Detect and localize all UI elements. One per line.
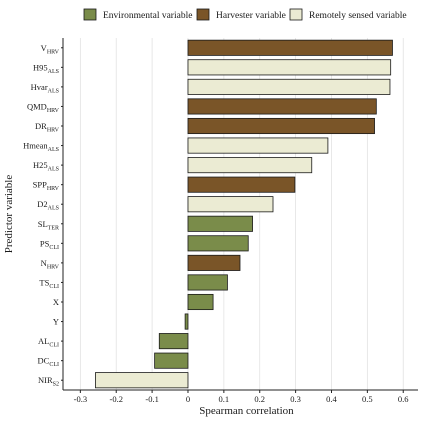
y-tick-label-hvar-als: HvarALS — [31, 82, 59, 95]
bar-d2-als — [187, 196, 274, 213]
bar-dc-cli — [154, 352, 189, 369]
bar-ts-cli — [187, 274, 228, 291]
y-tick-label-ps-cli: PSCLI — [40, 238, 59, 251]
y-tick-label-dr-hrv: DRHRV — [35, 121, 60, 134]
y-tick-label-spp-hrv: SPPHRV — [33, 180, 60, 193]
y-tick-label-qmd-hrv: QMDHRV — [27, 101, 60, 114]
y-tick-label-v-hrv: VHRV — [41, 43, 60, 56]
x-tick-label-0: 0 — [186, 394, 190, 404]
y-axis-title: Predictor variable — [3, 175, 15, 254]
bar-spp-hrv — [187, 176, 296, 193]
y-tick-label-x: X — [53, 297, 59, 307]
bar-h95-als — [187, 59, 392, 76]
legend-label-remote: Remotely sensed variable — [309, 11, 407, 21]
y-tick-label-hmean-als: HmeanALS — [23, 141, 59, 154]
x-tick-label-0-6: 0.6 — [398, 394, 409, 404]
bar-al-cli — [158, 333, 189, 350]
legend-swatch-harvester — [196, 8, 210, 21]
y-tick-label-y: Y — [53, 317, 59, 327]
bar-h25-als — [187, 157, 313, 174]
x-tick-label-0-1: 0.1 — [219, 394, 230, 404]
legend-swatch-remote — [289, 8, 303, 21]
y-tick-label-d2-als: D2ALS — [37, 199, 59, 212]
bar-x — [187, 293, 214, 311]
x-tick-label-0-3: 0.3 — [290, 394, 301, 404]
gridlines — [79, 38, 404, 390]
bar-v-hrv — [187, 39, 393, 56]
bar-sl-ter — [187, 215, 253, 232]
y-axis-tick-labels: VHRV H95ALS HvarALS QMDHRV DRHRV HmeanALS H25A… — [23, 43, 63, 388]
x-axis-tick-labels: -0.3 -0.2 -0.1 0 0.1 0.2 0.3 0.4 0.5 0.6 — [74, 390, 409, 404]
y-tick-label-h25-als: H25ALS — [33, 160, 59, 173]
x-tick-label-0-2: 0.2 — [254, 394, 265, 404]
bar-hvar-als — [187, 78, 391, 95]
bar-ps-cli — [187, 235, 249, 252]
legend: Environmental variable Harvester variable… — [83, 8, 407, 21]
bar-qmd-hrv — [187, 98, 377, 115]
x-axis-title: Spearman correlation — [199, 405, 294, 417]
y-tick-label-nir-s2: NIRS2 — [38, 375, 59, 388]
y-tick-label-ts-cli: TSCLI — [39, 277, 59, 290]
bar-hmean-als — [187, 137, 329, 154]
y-tick-label-n-hrv: NHRV — [41, 258, 60, 271]
bar-y — [184, 313, 189, 330]
y-tick-label-al-cli: ALCLI — [38, 336, 59, 349]
bar-n-hrv — [187, 254, 241, 271]
y-tick-label-sl-ter: SLTER — [38, 219, 59, 232]
bar-nir-s2 — [95, 372, 189, 389]
y-tick-label-h95-als: H95ALS — [33, 62, 59, 75]
legend-label-environmental: Environmental variable — [103, 11, 192, 21]
legend-swatch-environmental — [83, 8, 97, 21]
x-tick-label-0-2: -0.2 — [109, 394, 122, 404]
x-tick-label-0-3: -0.3 — [74, 394, 87, 404]
legend-label-harvester: Harvester variable — [216, 11, 286, 21]
x-tick-label-0-5: 0.5 — [362, 394, 373, 404]
x-tick-label-0-4: 0.4 — [326, 394, 337, 404]
bars — [95, 39, 393, 389]
x-tick-label-0-1: -0.1 — [145, 394, 158, 404]
y-tick-label-dc-cli: DCCLI — [38, 356, 59, 369]
bar-dr-hrv — [187, 117, 375, 135]
